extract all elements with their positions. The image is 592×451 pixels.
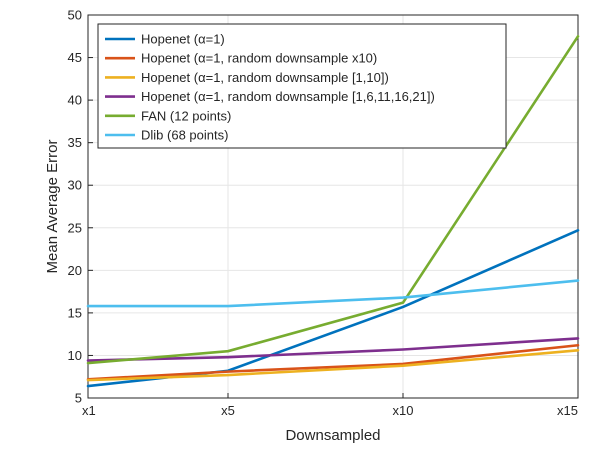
y-tick-label: 35 — [68, 135, 82, 150]
x-tick-label: x10 — [393, 403, 414, 418]
legend-label: FAN (12 points) — [141, 108, 231, 123]
y-tick-label: 25 — [68, 220, 82, 235]
x-tick-label: x5 — [221, 403, 235, 418]
x-tick-label: x15 — [557, 403, 578, 418]
series-line — [86, 279, 580, 308]
y-tick-label: 10 — [68, 348, 82, 363]
legend-label: Dlib (68 points) — [141, 128, 228, 143]
axis-ticks: 5 10 15 20 25 30 35 40 45 50 x1 x5 x10 x15 — [68, 8, 579, 418]
y-tick-label: 15 — [68, 305, 82, 320]
series-line — [86, 337, 580, 362]
legend-label: Hopenet (α=1, random downsample [1,6,11,… — [141, 89, 435, 104]
y-axis-label: Mean Average Error — [44, 140, 61, 274]
x-axis-label: Downsampled — [285, 427, 380, 444]
y-tick-label: 20 — [68, 263, 82, 278]
y-tick-label: 30 — [68, 178, 82, 193]
legend-box — [97, 23, 507, 149]
legend-label: Hopenet (α=1) — [141, 32, 225, 47]
legend: Hopenet (α=1) Hopenet (α=1, random downsa… — [97, 23, 507, 149]
series-line — [86, 343, 580, 381]
x-tick-label: x1 — [82, 403, 96, 418]
legend-label: Hopenet (α=1, random downsample x10) — [141, 51, 377, 66]
y-tick-label: 40 — [68, 93, 82, 108]
y-tick-label: 45 — [68, 50, 82, 65]
legend-label: Hopenet (α=1, random downsample [1,10]) — [141, 70, 389, 85]
series-line — [86, 349, 580, 382]
series-line — [86, 34, 580, 365]
y-tick-label: 50 — [68, 8, 82, 23]
plot-area-frame — [87, 14, 579, 399]
series-line — [86, 229, 580, 388]
series-lines — [86, 34, 580, 388]
y-tick-label: 5 — [75, 391, 82, 406]
